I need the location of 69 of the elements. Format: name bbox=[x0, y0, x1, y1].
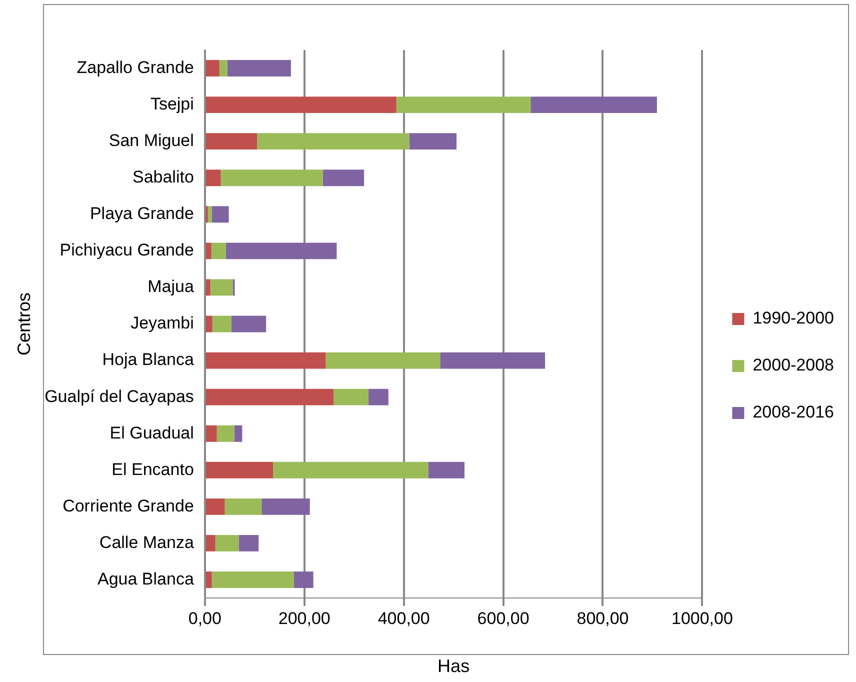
bar bbox=[257, 133, 410, 150]
y-tick-label: Gualpí del Cayapas bbox=[44, 386, 194, 406]
y-tick-label: Calle Manza bbox=[99, 532, 194, 552]
y-tick-label: Sabalito bbox=[132, 168, 194, 187]
bar bbox=[212, 572, 294, 588]
bar bbox=[326, 352, 440, 369]
bar bbox=[396, 96, 531, 114]
y-tick-label: Corriente Grande bbox=[62, 496, 194, 516]
bar bbox=[208, 206, 212, 223]
bar bbox=[206, 534, 216, 552]
bar bbox=[206, 425, 217, 442]
y-tick-label: Majua bbox=[148, 277, 194, 296]
bar bbox=[210, 279, 233, 296]
bar bbox=[211, 242, 226, 260]
bar bbox=[206, 498, 225, 515]
bar bbox=[368, 388, 388, 406]
bar bbox=[294, 572, 314, 588]
bar bbox=[216, 425, 234, 442]
y-tick-label: El Guadual bbox=[110, 423, 194, 442]
bar bbox=[234, 425, 242, 442]
bar bbox=[212, 206, 229, 223]
bar bbox=[322, 170, 364, 186]
bar bbox=[206, 279, 210, 296]
x-tick-label: 800,00 bbox=[576, 608, 629, 628]
x-tick-label: 0,00 bbox=[188, 608, 222, 628]
bar bbox=[215, 534, 239, 552]
bar bbox=[212, 316, 232, 332]
legend-label: 1990-2000 bbox=[752, 308, 834, 328]
bar bbox=[262, 498, 310, 515]
x-tick-label: 600,00 bbox=[477, 608, 530, 628]
bar bbox=[231, 316, 266, 332]
bar bbox=[334, 388, 369, 406]
x-tick-label: 400,00 bbox=[378, 608, 430, 628]
bar bbox=[227, 60, 291, 76]
y-tick-label: Agua Blanca bbox=[98, 569, 194, 588]
bar bbox=[206, 388, 334, 406]
x-tick-label: 1000,00 bbox=[671, 608, 733, 628]
bar bbox=[530, 96, 657, 114]
bar bbox=[409, 133, 457, 150]
bar bbox=[206, 316, 212, 332]
bar bbox=[206, 462, 274, 478]
y-tick-label: El Encanto bbox=[112, 460, 194, 479]
bar bbox=[206, 572, 212, 588]
bar bbox=[226, 242, 337, 260]
y-tick-label: Tsejpi bbox=[150, 94, 194, 114]
x-axis-title: Has bbox=[438, 656, 470, 676]
bar bbox=[428, 462, 464, 478]
bar bbox=[238, 534, 259, 552]
y-axis-title: Centros bbox=[14, 292, 34, 356]
bar bbox=[206, 96, 396, 114]
legend-label: 2000-2008 bbox=[752, 356, 834, 375]
y-tick-label: Hoja Blanca bbox=[102, 350, 194, 370]
legend-label: 2008-2016 bbox=[752, 402, 834, 422]
bar bbox=[206, 133, 258, 150]
y-tick-label: Jeyambi bbox=[130, 314, 194, 333]
bar bbox=[206, 242, 212, 260]
bar bbox=[273, 462, 428, 478]
y-tick-label: San Miguel bbox=[108, 131, 194, 150]
bar bbox=[206, 170, 221, 186]
y-tick-label: Pichiyacu Grande bbox=[60, 240, 194, 260]
bar bbox=[440, 352, 546, 369]
bar bbox=[220, 170, 323, 186]
y-tick-label: Playa Grande bbox=[90, 204, 194, 224]
bar bbox=[224, 498, 262, 515]
y-tick-label: Zapallo Grande bbox=[76, 58, 194, 77]
bar bbox=[206, 60, 220, 76]
bar bbox=[206, 352, 326, 369]
bar bbox=[219, 60, 228, 76]
x-tick-label: 200,00 bbox=[278, 608, 330, 628]
